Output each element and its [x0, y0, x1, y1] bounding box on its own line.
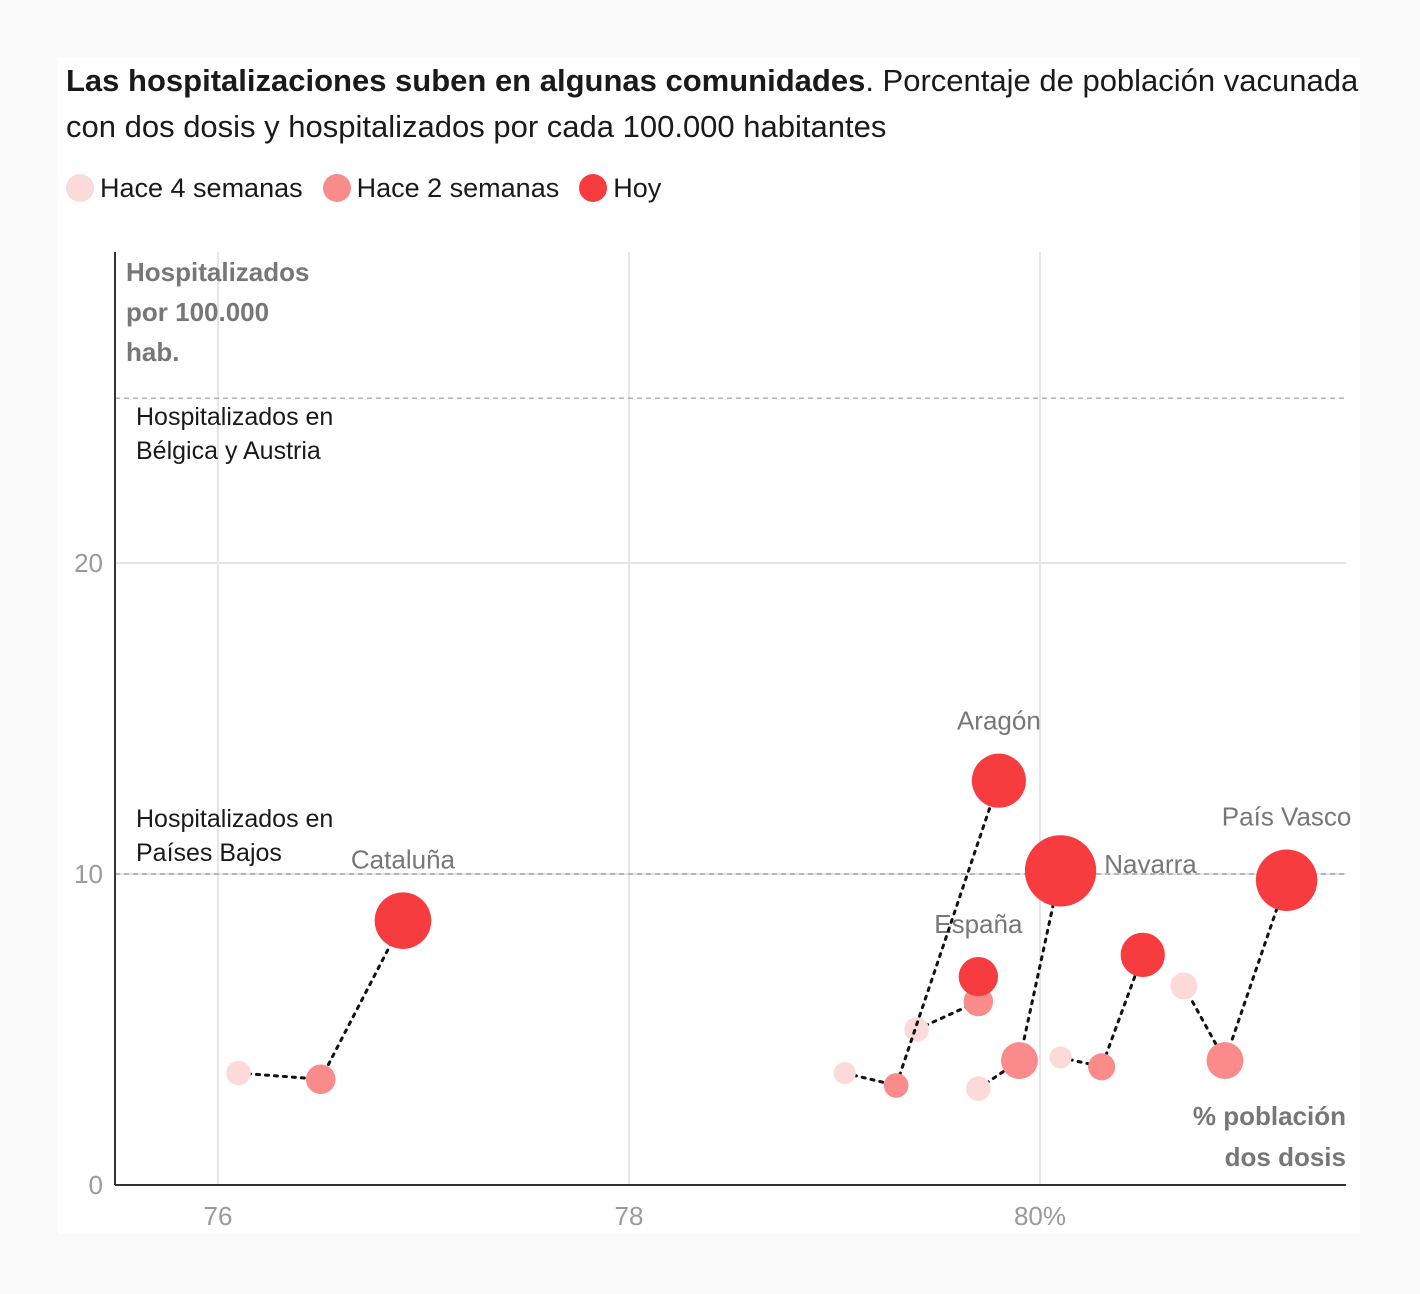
data-point: [1255, 849, 1318, 911]
y-tick-label: 0: [89, 1170, 103, 1200]
series-connector: [237, 919, 405, 1081]
legend-item-4-weeks: Hace 4 semanas: [66, 173, 303, 204]
y-axis-title: hab.: [126, 337, 179, 367]
legend-swatch-today: [579, 174, 608, 202]
reference-line-label: Bélgica y Austria: [136, 437, 321, 465]
x-tick-label: 78: [615, 1201, 644, 1231]
legend: Hace 4 semanas Hace 2 semanas Hoy: [66, 168, 681, 208]
reference-line-label: Hospitalizados en: [136, 403, 333, 431]
y-axis-title: Hospitalizados: [126, 257, 309, 287]
legend-item-today: Hoy: [579, 173, 661, 204]
series-label: Navarra: [1104, 849, 1197, 879]
x-tick-label: 76: [204, 1201, 233, 1231]
chart-title-rest: . Porcentaje de población vacunada con d…: [66, 63, 1359, 144]
y-tick-label: 10: [74, 859, 103, 889]
y-axis-title: por 100.000: [126, 297, 269, 327]
chart-card: [58, 58, 1360, 1234]
data-point: [1120, 932, 1165, 977]
series-connector: [1182, 878, 1289, 1065]
x-tick-label: 80%: [1014, 1201, 1066, 1231]
x-axis-title: dos dosis: [1225, 1142, 1346, 1172]
data-point: [971, 753, 1026, 808]
series-label: España: [934, 909, 1023, 939]
data-point: [226, 1060, 251, 1086]
data-point: [1024, 835, 1097, 907]
series-label: Cataluña: [351, 844, 456, 874]
data-point: [904, 1017, 929, 1042]
reference-line-label: Países Bajos: [136, 839, 282, 867]
data-point: [966, 1076, 991, 1101]
legend-swatch-4-weeks: [66, 174, 94, 202]
data-point: [958, 956, 999, 997]
y-tick-label: 20: [74, 548, 103, 578]
data-point: [1170, 972, 1198, 1000]
chart-title-bold: Las hospitalizaciones suben en algunas c…: [66, 63, 866, 98]
legend-swatch-2-weeks: [322, 174, 351, 202]
data-point: [1206, 1042, 1244, 1080]
data-point: [305, 1064, 336, 1095]
data-point: [1049, 1046, 1072, 1069]
legend-item-2-weeks: Hace 2 semanas: [322, 172, 560, 204]
data-point: [833, 1061, 856, 1085]
data-point: [883, 1073, 909, 1098]
series-label: Aragón: [957, 706, 1041, 736]
series-connector: [976, 869, 1063, 1091]
data-point: [1001, 1042, 1038, 1080]
data-point: [1088, 1053, 1116, 1081]
chart-title: Las hospitalizaciones suben en algunas c…: [66, 58, 1366, 150]
series-label: País Vasco: [1222, 801, 1352, 831]
reference-line-label: Hospitalizados en: [136, 805, 333, 833]
legend-label-4-weeks: Hace 4 semanas: [100, 172, 303, 203]
legend-label-2-weeks: Hace 2 semanas: [356, 172, 560, 203]
x-axis-title: % población: [1193, 1101, 1346, 1131]
data-point: [374, 892, 432, 949]
legend-label-today: Hoy: [613, 172, 662, 203]
